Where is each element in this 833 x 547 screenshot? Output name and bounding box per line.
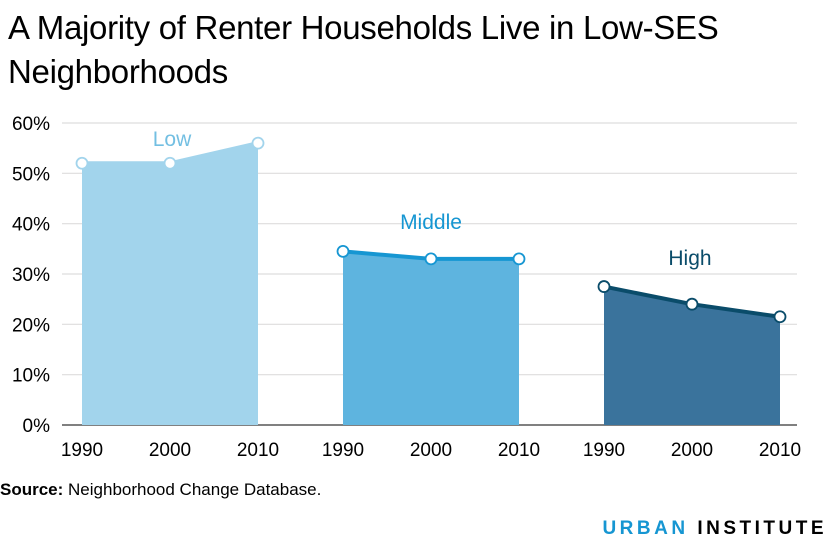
x-tick-label: 2010 xyxy=(237,440,279,461)
series-label-middle: Middle xyxy=(400,211,462,234)
x-tick-label: 2010 xyxy=(498,440,540,461)
series-label-high: High xyxy=(668,247,711,270)
data-point xyxy=(424,252,438,266)
data-point xyxy=(512,252,526,266)
chart-title: A Majority of Renter Households Live in … xyxy=(8,9,719,90)
data-point xyxy=(163,156,177,170)
data-point xyxy=(75,156,89,170)
source-text: Neighborhood Change Database. xyxy=(68,480,322,499)
y-tick-label: 10% xyxy=(12,366,50,387)
area-high xyxy=(604,286,780,425)
data-point xyxy=(597,280,611,293)
x-tick-label: 1990 xyxy=(583,440,625,461)
data-point xyxy=(685,297,699,311)
y-tick-label: 0% xyxy=(23,416,51,437)
x-tick-label: 1990 xyxy=(322,440,364,461)
y-tick-label: 50% xyxy=(12,164,50,185)
y-tick-label: 30% xyxy=(12,265,50,286)
data-point xyxy=(773,310,787,324)
series-label-low: Low xyxy=(153,128,192,151)
y-tick-label: 20% xyxy=(12,315,50,336)
x-tick-label: 2000 xyxy=(671,440,713,461)
data-point xyxy=(336,244,350,258)
urban-institute-logo: URBAN INSTITUTE xyxy=(602,518,827,540)
y-tick-label: 40% xyxy=(12,215,50,236)
area-middle xyxy=(343,251,519,425)
x-tick-label: 1990 xyxy=(61,440,103,461)
source-label: Source: xyxy=(0,480,64,499)
x-tick-label: 2010 xyxy=(759,440,801,461)
x-tick-label: 2000 xyxy=(410,440,452,461)
data-point xyxy=(251,136,265,150)
x-tick-label: 2000 xyxy=(149,440,191,461)
logo-institute: INSTITUTE xyxy=(697,518,827,539)
y-tick-label: 60% xyxy=(12,114,50,135)
logo-urban: URBAN xyxy=(602,518,689,539)
source-note: Source: Neighborhood Change Database. xyxy=(0,480,321,500)
area-low xyxy=(82,143,258,425)
